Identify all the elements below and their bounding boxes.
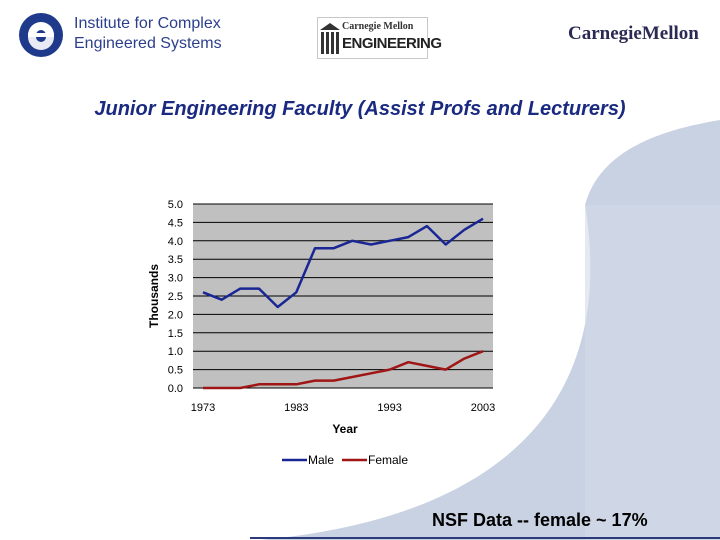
series-line-male xyxy=(202,217,484,309)
legend-label-female: Female xyxy=(368,453,408,467)
y-tick-labels: 0.0 0.5 1.0 1.5 2.0 2.5 3.0 3.5 4.0 4.5 5.0 xyxy=(168,199,183,395)
x-tick-label: 1983 xyxy=(284,402,308,414)
institute-logo-line1: Institute for Complex xyxy=(74,15,221,32)
y-axis-label: Thousands xyxy=(147,264,161,328)
y-tick-label: 0.0 xyxy=(168,383,183,395)
slide-title: Junior Engineering Faculty (Assist Profs… xyxy=(94,98,626,120)
y-tick-label: 2.0 xyxy=(168,309,183,321)
y-tick-label: 4.5 xyxy=(168,217,183,229)
y-tick-label: 0.5 xyxy=(168,365,183,377)
x-tick-labels: 1973 1983 1993 2003 xyxy=(191,402,495,414)
y-tick-label: 5.0 xyxy=(168,199,183,211)
y-tick-label: 3.5 xyxy=(168,254,183,266)
series-lines xyxy=(202,217,484,390)
legend: Male Female xyxy=(282,453,408,467)
institute-emblem-icon xyxy=(19,13,63,57)
y-tick-label: 1.0 xyxy=(168,346,183,358)
x-axis-label: Year xyxy=(332,422,358,436)
series-line-female xyxy=(203,350,484,390)
cmu-engineering-logo: Carnegie Mellon ENGINEERING xyxy=(317,17,442,59)
cmu-engineering-logo-line2: ENGINEERING xyxy=(342,35,442,52)
x-tick-label: 2003 xyxy=(471,402,495,414)
carnegie-mellon-logo: CarnegieMellon xyxy=(568,23,699,44)
institute-logo-line2: Engineered Systems xyxy=(74,35,222,52)
y-tick-label: 4.0 xyxy=(168,236,183,248)
building-columns-icon xyxy=(320,23,340,54)
y-tick-label: 1.5 xyxy=(168,328,183,340)
x-tick-label: 1993 xyxy=(377,402,401,414)
y-tick-label: 3.0 xyxy=(168,273,183,285)
y-tick-label: 2.5 xyxy=(168,291,183,303)
cmu-engineering-logo-line1: Carnegie Mellon xyxy=(342,21,414,32)
background-swoosh-inner xyxy=(585,205,720,540)
footer-divider xyxy=(250,537,720,539)
institute-logo: Institute for Complex Engineered Systems xyxy=(18,12,238,60)
footer-note: NSF Data -- female ~ 17% xyxy=(432,510,648,530)
x-tick-label: 1973 xyxy=(191,402,215,414)
legend-label-male: Male xyxy=(308,453,334,467)
